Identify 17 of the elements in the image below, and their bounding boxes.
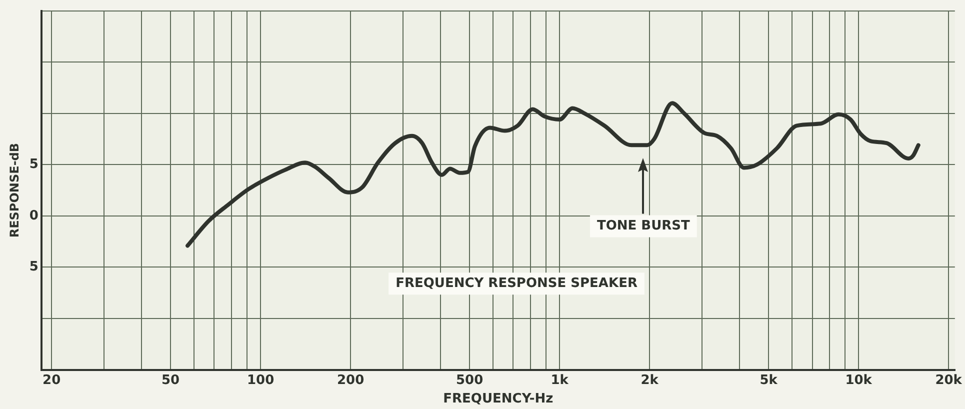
x-tick-label: 5k [760, 372, 778, 388]
x-tick-label: 2k [640, 372, 659, 388]
x-axis-title: FREQUENCY-Hz [443, 392, 554, 407]
x-tick-label: 20 [42, 372, 61, 388]
x-tick-label: 1k [550, 372, 569, 388]
y-axis-title: RESPONSE-dB [7, 142, 22, 238]
x-tick-label: 10k [845, 372, 872, 388]
y-tick-label: 5 [29, 260, 38, 275]
annotation: FREQUENCY RESPONSE SPEAKER [396, 276, 638, 292]
x-tick-label: 50 [162, 372, 180, 388]
x-tick-label: 200 [337, 372, 364, 388]
y-tick-label: 5 [29, 157, 38, 172]
y-tick-label: 0 [29, 208, 38, 224]
x-tick-label: 100 [246, 372, 274, 388]
x-tick-label: 500 [456, 372, 484, 388]
annotation: TONE BURST [596, 218, 690, 234]
x-tick-label: 20k [935, 372, 962, 388]
